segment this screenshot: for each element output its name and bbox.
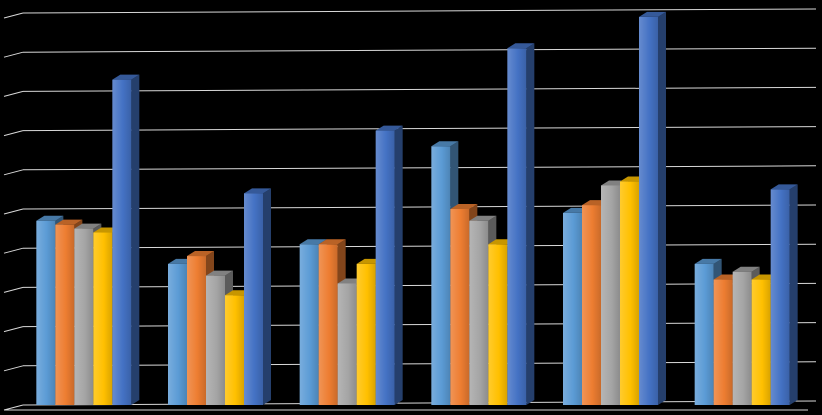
bar-front xyxy=(450,209,470,405)
bar xyxy=(112,74,140,405)
gridline-wall xyxy=(3,365,24,372)
bar-front xyxy=(751,279,771,405)
bar-side xyxy=(263,188,271,405)
bar-front xyxy=(55,224,75,405)
bar-front xyxy=(356,263,376,405)
bar-top xyxy=(450,204,478,209)
bar-front xyxy=(206,275,225,405)
bar-front xyxy=(563,212,582,405)
bar-top xyxy=(732,266,760,272)
gridline xyxy=(22,204,817,210)
gridline xyxy=(22,47,817,53)
gridline-wall xyxy=(3,169,24,176)
bar-front xyxy=(582,205,601,405)
bar-top xyxy=(206,270,233,276)
bar-front xyxy=(507,48,527,405)
bar-front xyxy=(770,189,790,405)
bar-front xyxy=(225,295,244,405)
bar-front xyxy=(74,228,94,405)
bar-front xyxy=(187,256,206,405)
bar-top xyxy=(187,251,214,257)
bar-side xyxy=(394,125,403,405)
bar-front xyxy=(639,16,658,405)
bar-front xyxy=(469,220,489,405)
bar xyxy=(770,184,798,405)
bar-front xyxy=(375,130,395,405)
bar-top xyxy=(375,125,403,131)
gridline xyxy=(22,165,817,171)
bar-front xyxy=(168,263,187,405)
gridline xyxy=(22,322,817,328)
bar xyxy=(639,11,666,405)
bar-top xyxy=(469,215,497,221)
gridline-wall xyxy=(3,208,24,215)
bar-front xyxy=(694,263,714,405)
bar xyxy=(375,125,403,405)
bar-top xyxy=(431,141,459,147)
gridline-wall xyxy=(3,130,24,137)
gridline-wall xyxy=(3,286,24,293)
bar-top xyxy=(694,258,722,264)
gridline xyxy=(22,282,817,288)
gridline xyxy=(22,361,817,367)
bar-side xyxy=(526,43,535,405)
gridline xyxy=(22,126,817,132)
gridline-wall xyxy=(3,404,24,411)
gridline-wall xyxy=(3,90,24,97)
bar-side xyxy=(131,74,140,405)
gridline-wall xyxy=(3,51,24,58)
bar-front xyxy=(36,220,56,405)
bar-top xyxy=(244,188,271,194)
bar-top xyxy=(55,219,83,225)
bars xyxy=(36,11,798,405)
bar xyxy=(244,188,271,405)
gridline xyxy=(22,400,817,406)
bar-top xyxy=(639,11,666,17)
bar-top xyxy=(112,74,140,80)
bar-top xyxy=(770,184,798,190)
bar-side xyxy=(658,11,666,405)
bar-front xyxy=(431,146,451,405)
gridline xyxy=(22,86,817,92)
bar-front xyxy=(488,244,508,405)
bar-top xyxy=(74,223,102,229)
bar-top xyxy=(36,215,64,221)
gridline-wall xyxy=(3,12,24,19)
gridlines xyxy=(3,8,817,411)
bar-front xyxy=(299,244,319,405)
bar-top xyxy=(507,43,535,49)
bar-top xyxy=(318,239,346,245)
bar-front xyxy=(620,181,639,405)
bar-front xyxy=(337,283,357,405)
bar-side xyxy=(789,184,798,405)
gridline-wall xyxy=(3,247,24,254)
bar-top xyxy=(299,239,327,245)
bar-front xyxy=(732,271,752,405)
bar-front xyxy=(93,232,113,405)
bar-front xyxy=(244,193,263,405)
bar-front xyxy=(112,79,132,405)
gridline xyxy=(22,243,817,249)
bar-front xyxy=(713,279,733,405)
bar xyxy=(507,43,535,405)
bar-front xyxy=(601,185,620,405)
gridline-wall xyxy=(3,326,24,333)
gridline xyxy=(22,8,817,14)
bar-front xyxy=(318,244,338,405)
